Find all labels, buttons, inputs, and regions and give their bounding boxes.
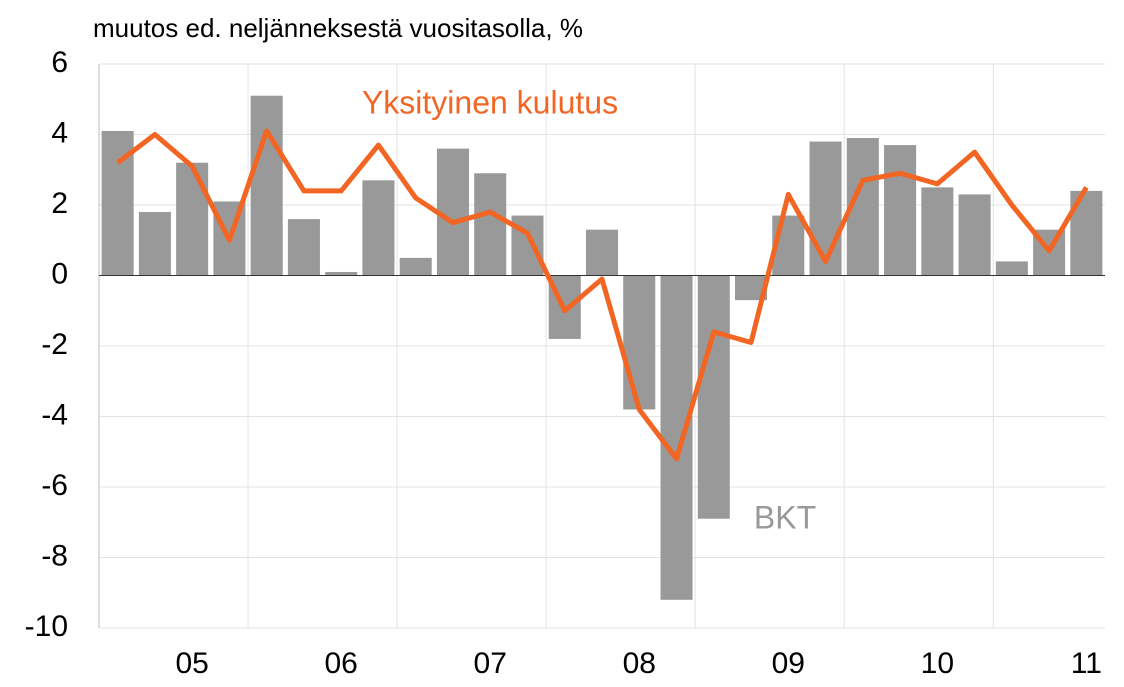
y-tick-label: -10 — [25, 610, 68, 643]
bar — [660, 275, 693, 600]
bar — [176, 162, 209, 276]
y-tick-label: 6 — [51, 46, 68, 79]
bar — [623, 275, 656, 410]
bar — [995, 261, 1028, 276]
y-tick-label: -4 — [41, 398, 68, 431]
y-tick-label: -6 — [41, 469, 68, 502]
series-label: Yksityinen kulutus — [362, 84, 618, 120]
bar — [585, 229, 619, 276]
bar — [362, 180, 395, 276]
y-tick-label: 4 — [51, 116, 68, 149]
x-tick-label: 10 — [921, 647, 954, 680]
x-tick-label: 11 — [1071, 647, 1102, 680]
bar — [921, 187, 954, 276]
x-tick-label: 06 — [324, 647, 357, 680]
bar — [325, 271, 358, 276]
bar — [697, 275, 730, 519]
chart-title: muutos ed. neljänneksestä vuositasolla, … — [93, 13, 583, 43]
x-tick-label: 09 — [772, 647, 805, 680]
bar — [436, 148, 469, 276]
bar — [809, 141, 842, 276]
bar — [287, 219, 320, 276]
x-tick-label: 08 — [623, 647, 656, 680]
y-tick-label: -2 — [41, 328, 68, 361]
y-tick-label: -8 — [41, 539, 68, 572]
bar — [138, 212, 171, 276]
bar — [958, 194, 991, 276]
bar — [250, 95, 283, 276]
x-tick-label: 07 — [474, 647, 507, 680]
bar — [884, 145, 917, 276]
y-tick-label: 0 — [51, 257, 68, 290]
x-tick-label: 05 — [175, 647, 208, 680]
y-tick-label: 2 — [51, 187, 68, 220]
bar — [399, 257, 432, 276]
line — [116, 128, 1089, 462]
bar — [474, 173, 507, 276]
series-label: BKT — [754, 499, 816, 535]
